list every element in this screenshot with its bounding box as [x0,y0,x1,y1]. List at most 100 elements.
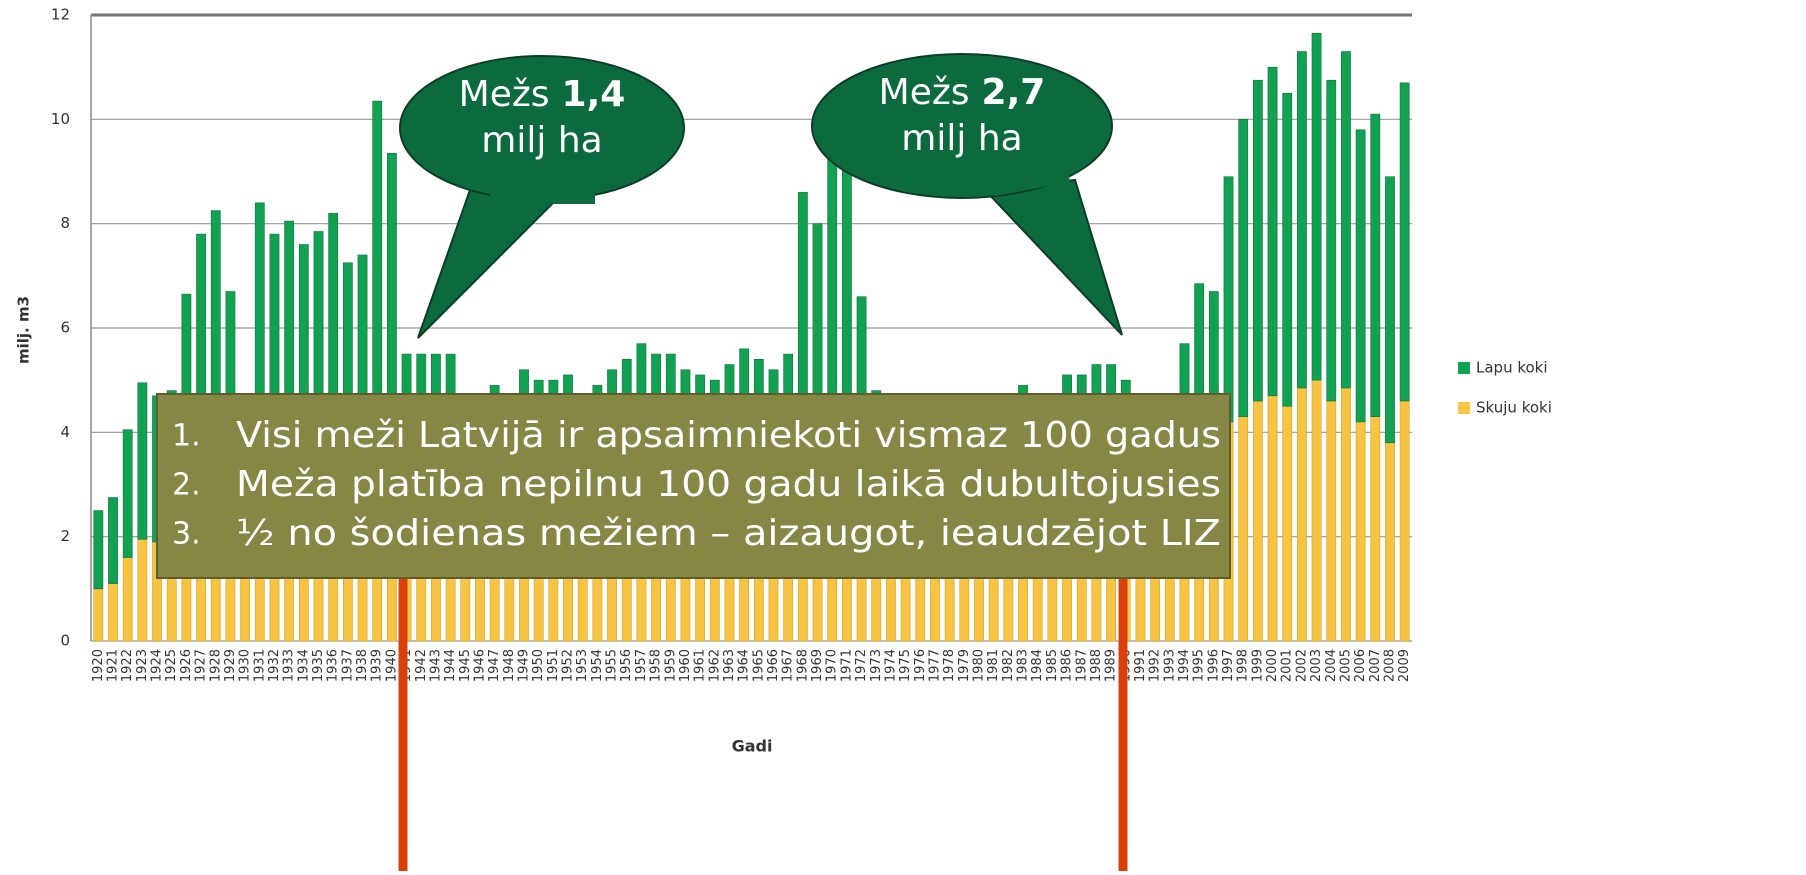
x-tick-label: 1934 [296,649,311,682]
x-tick-label: 1935 [311,649,326,682]
callout-text: Mežs 1,4 [459,74,626,115]
x-tick-label: 1983 [1016,649,1031,682]
x-tick-label: 1929 [223,649,238,682]
x-tick-label: 2009 [1397,649,1412,682]
x-tick-label: 1930 [238,649,253,682]
bar-segment [1297,387,1307,642]
x-tick-label: 1964 [737,649,752,682]
note-text: Meža platība nepilnu 100 gadu laikā dubu… [236,464,1221,505]
x-tick-label: 1973 [869,649,884,682]
y-tick-label: 10 [51,110,70,128]
x-tick-label: 1998 [1236,649,1251,682]
bar-segment [1311,32,1322,381]
bar-segment [1355,421,1366,642]
x-tick-label: 1965 [751,649,766,682]
x-tick-label: 1924 [150,649,165,682]
bar-segment [108,583,118,642]
overlay: Mežs 1,4 milj ha Mežs 2,7 milj ha 1. Visi m… [156,53,1231,871]
x-tick-label: 1926 [179,649,194,682]
y-tick-label: 2 [60,527,70,545]
x-tick-label: 2005 [1338,649,1353,682]
x-tick-label: 1940 [384,649,399,682]
notes-box [156,393,1231,579]
x-tick-label: 1984 [1030,649,1045,682]
callout-suffix: milj ha [481,120,602,161]
x-tick-label: 1956 [619,649,634,682]
y-tick-label: 12 [51,6,70,24]
x-tick-label: 1949 [516,649,531,682]
x-tick-label: 1993 [1162,649,1177,682]
x-tick-label: 1977 [927,649,942,682]
x-tick-label: 1943 [428,649,443,682]
x-tick-label: 1971 [839,649,854,682]
x-tick-label: 1970 [825,649,840,682]
bar-segment [1252,400,1263,642]
bar-segment [1326,400,1337,642]
bar-segment [93,588,104,642]
bar-segment [1341,51,1351,389]
callout-join [490,170,595,204]
bar-segment [1385,442,1395,642]
x-tick-label: 1995 [1192,649,1207,682]
x-tick-label: 1932 [267,649,282,682]
x-tick-label: 1975 [898,649,913,682]
bar-segment [122,429,133,558]
x-tick-label: 1953 [575,649,590,682]
x-tick-label: 1923 [135,649,150,682]
x-tick-label: 1962 [707,649,722,682]
callout-suffix: milj ha [901,118,1022,159]
x-tick-label: 1974 [883,649,898,682]
x-tick-label: 1942 [414,649,429,682]
x-tick-label: 1997 [1221,649,1236,682]
bar-segment [1282,92,1293,407]
bar-segment [1370,113,1381,417]
x-tick-label: 1968 [795,649,810,682]
legend-swatch [1458,402,1470,414]
callout-tail [982,178,1123,336]
x-tick-label: 1958 [649,649,664,682]
x-tick-label: 1944 [443,649,458,682]
bar-segment [137,382,148,540]
x-tick-label: 1978 [942,649,957,682]
x-tick-label: 1952 [561,649,576,682]
x-tick-label: 1931 [252,649,267,682]
x-tick-label: 1969 [810,649,825,682]
x-tick-label: 1936 [326,649,341,682]
x-tick-label: 1988 [1089,649,1104,682]
x-tick-label: 1963 [722,649,737,682]
legend-swatch [1458,362,1470,374]
x-tick-label: 1960 [678,649,693,682]
callout-value: 1,4 [562,74,626,115]
callout-prefix: Mežs [879,72,970,113]
bar-segment [108,497,118,584]
x-tick-label: 1976 [913,649,928,682]
bar-segment [1385,176,1395,444]
bar-segment [1282,405,1293,642]
note-number: 1. [172,419,201,454]
legend-label: Skuju koki [1476,399,1552,417]
bar-segment [1267,66,1278,397]
x-tick-label: 1937 [340,649,355,682]
x-tick-label: 2003 [1309,649,1324,682]
x-tick-label: 1991 [1133,649,1148,682]
bar-segment [1326,79,1337,402]
bar-segment [1223,176,1234,423]
x-tick-label: 1999 [1250,649,1265,682]
x-tick-label: 1987 [1074,649,1089,682]
callout-tail [417,188,563,339]
callout-join [990,150,1070,196]
x-tick-label: 1927 [194,649,209,682]
x-tick-label: 2007 [1368,649,1383,682]
legend: Lapu koki Skuju koki [1458,359,1552,417]
note-number: 3. [172,517,201,552]
x-tick-label: 1992 [1148,649,1163,682]
x-tick-label: 1959 [663,649,678,682]
x-tick-label: 1921 [106,649,121,682]
bar-segment [1341,387,1351,642]
x-tick-label: 1981 [986,649,1001,682]
x-tick-label: 1994 [1177,649,1192,682]
x-tick-label: 2000 [1265,649,1280,682]
x-tick-label: 1939 [370,649,385,682]
bar-segment [137,538,148,642]
